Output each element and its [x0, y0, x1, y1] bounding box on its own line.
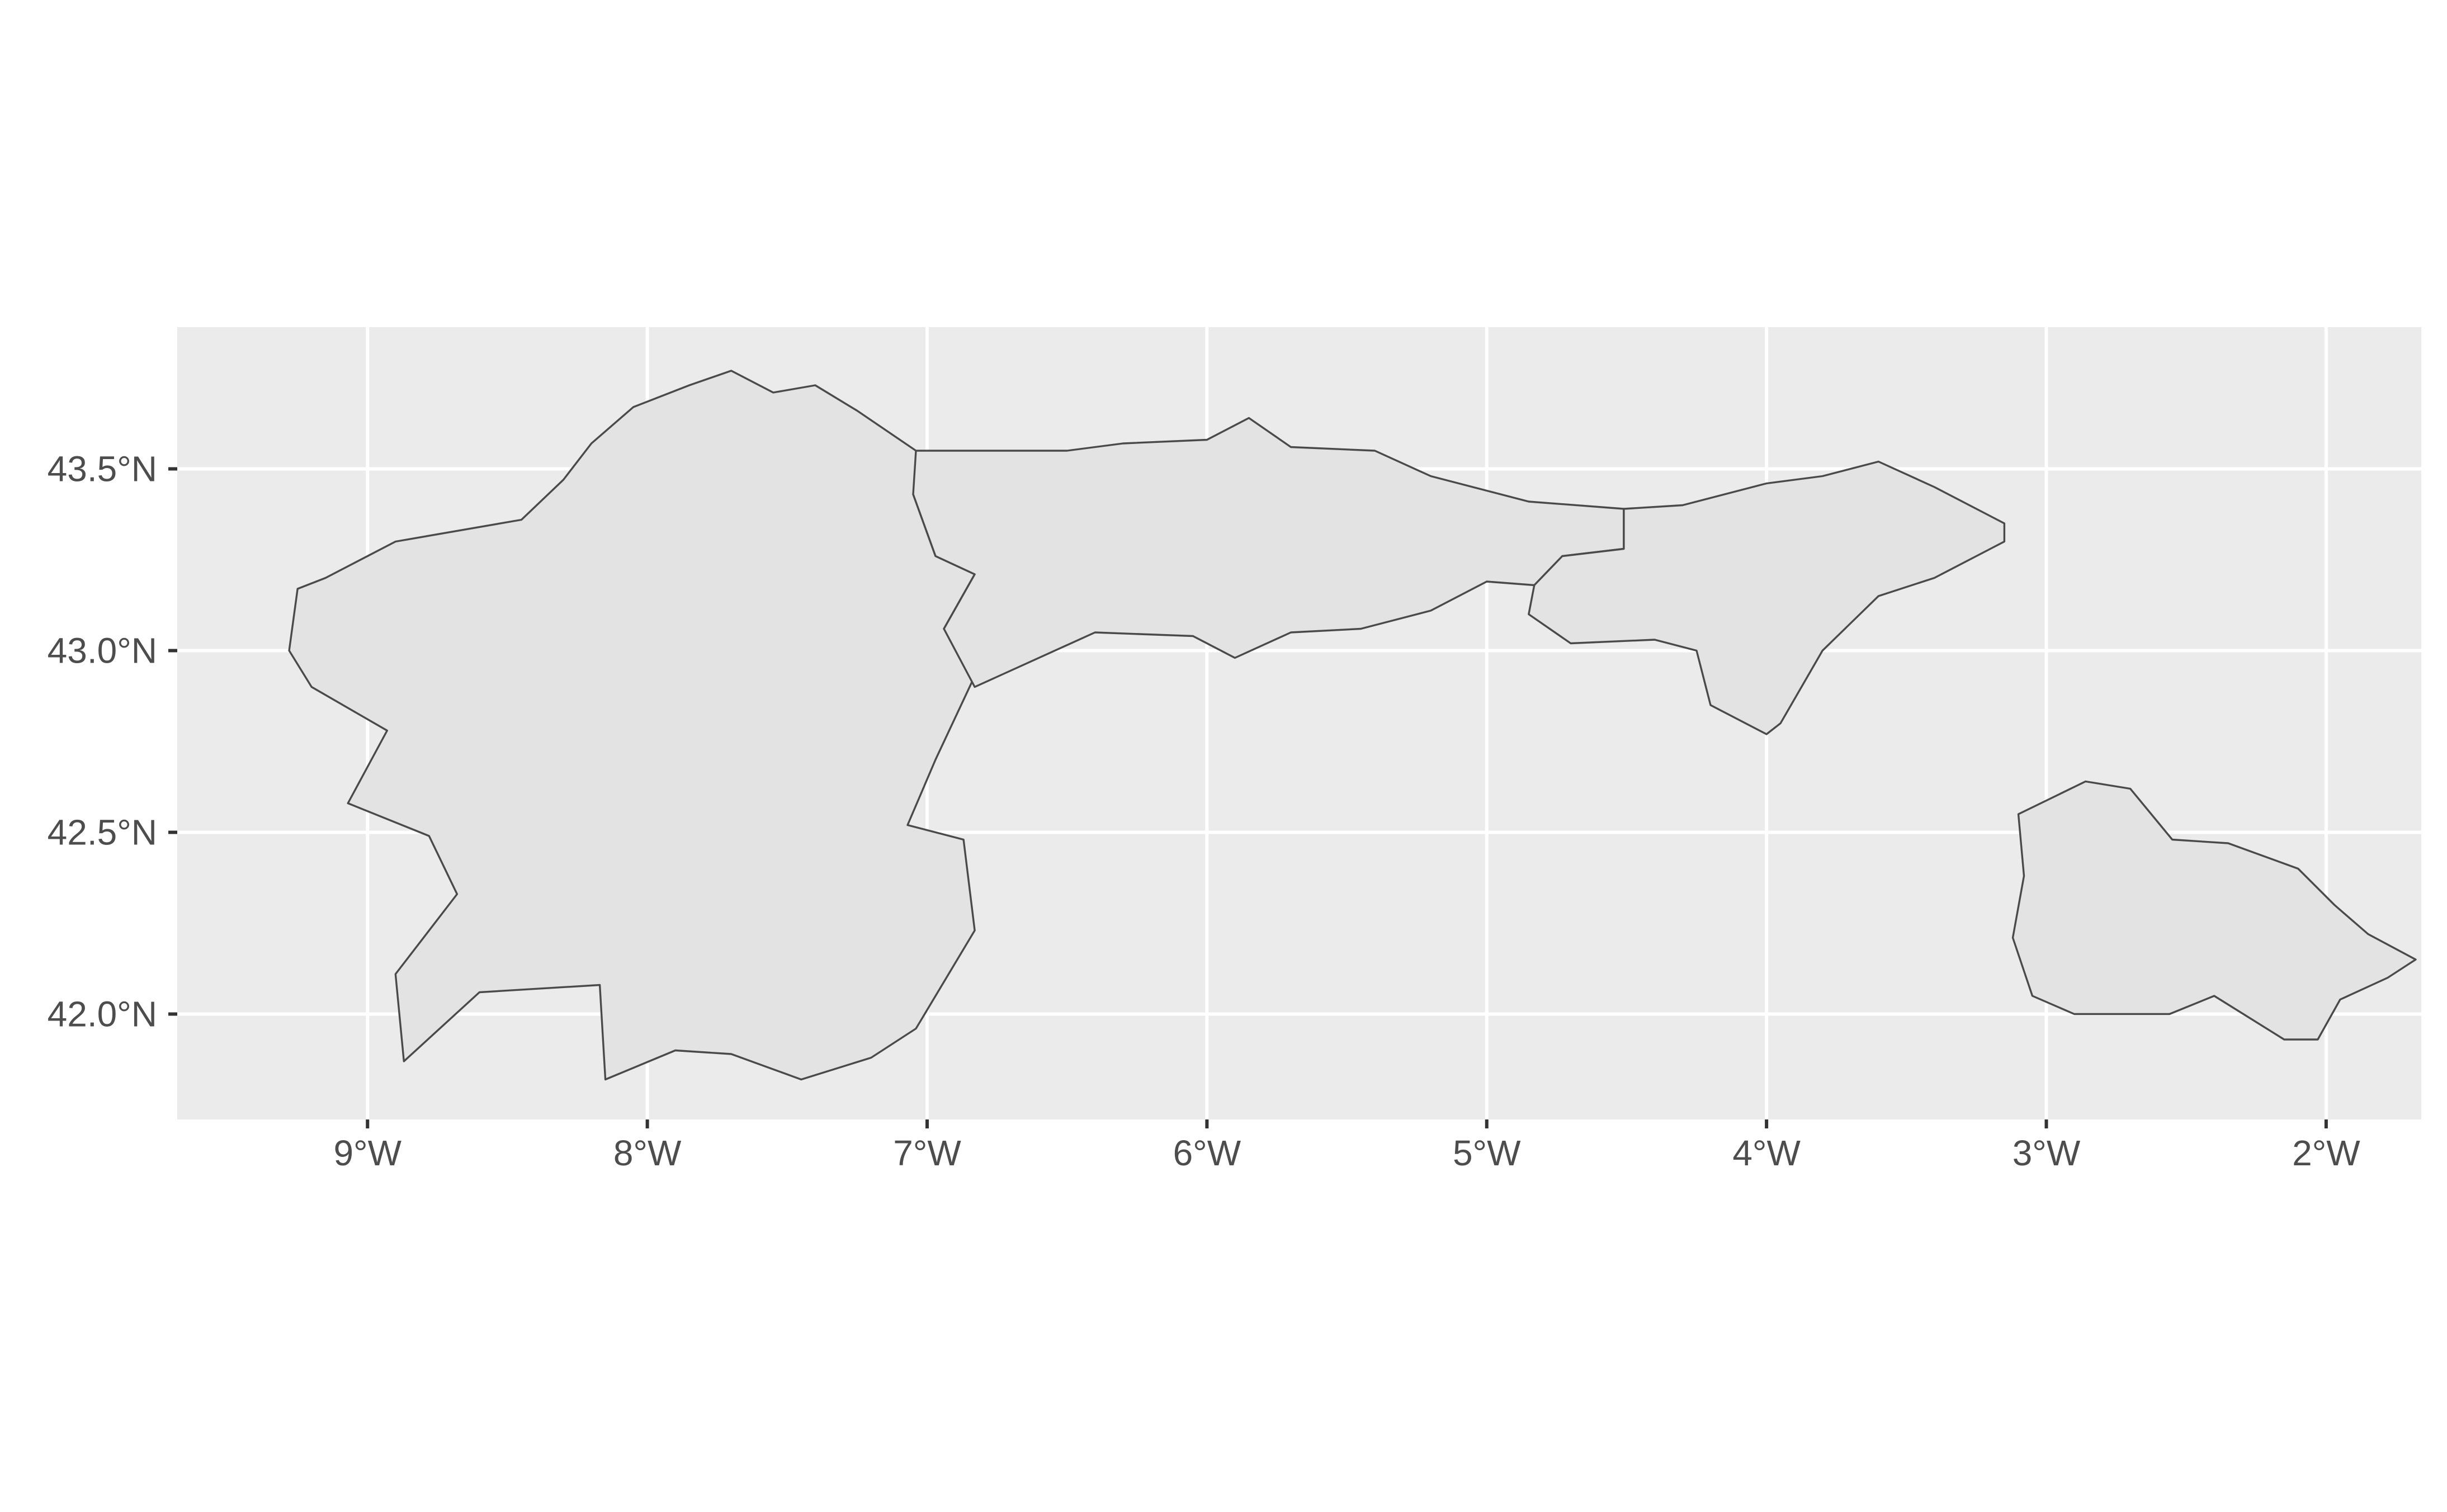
x-tick-label: 9°W	[333, 1133, 401, 1173]
y-tick-label: 43.5°N	[48, 449, 157, 489]
x-tick-label: 6°W	[1173, 1133, 1241, 1173]
axis-ticks	[168, 467, 2328, 1128]
x-tick-label: 4°W	[1732, 1133, 1801, 1173]
x-tick-label: 3°W	[2013, 1133, 2081, 1173]
region-la-rioja	[2011, 780, 2417, 1041]
x-tick-label: 7°W	[893, 1133, 961, 1173]
y-tick-label: 43.0°N	[48, 631, 157, 671]
region-cantabria	[1528, 460, 2006, 735]
regions	[288, 370, 2417, 1081]
y-tick-label: 42.5°N	[48, 812, 157, 853]
x-tick-label: 8°W	[613, 1133, 682, 1173]
x-tick-label: 2°W	[2292, 1133, 2360, 1173]
y-tick-label: 42.0°N	[48, 994, 157, 1034]
x-tick-label: 5°W	[1453, 1133, 1521, 1173]
axis-tick-labels: 9°W 8°W 7°W 6°W 5°W 4°W 3°W 2°W 42.0°N 42.5°N 43.0…	[48, 449, 2361, 1174]
